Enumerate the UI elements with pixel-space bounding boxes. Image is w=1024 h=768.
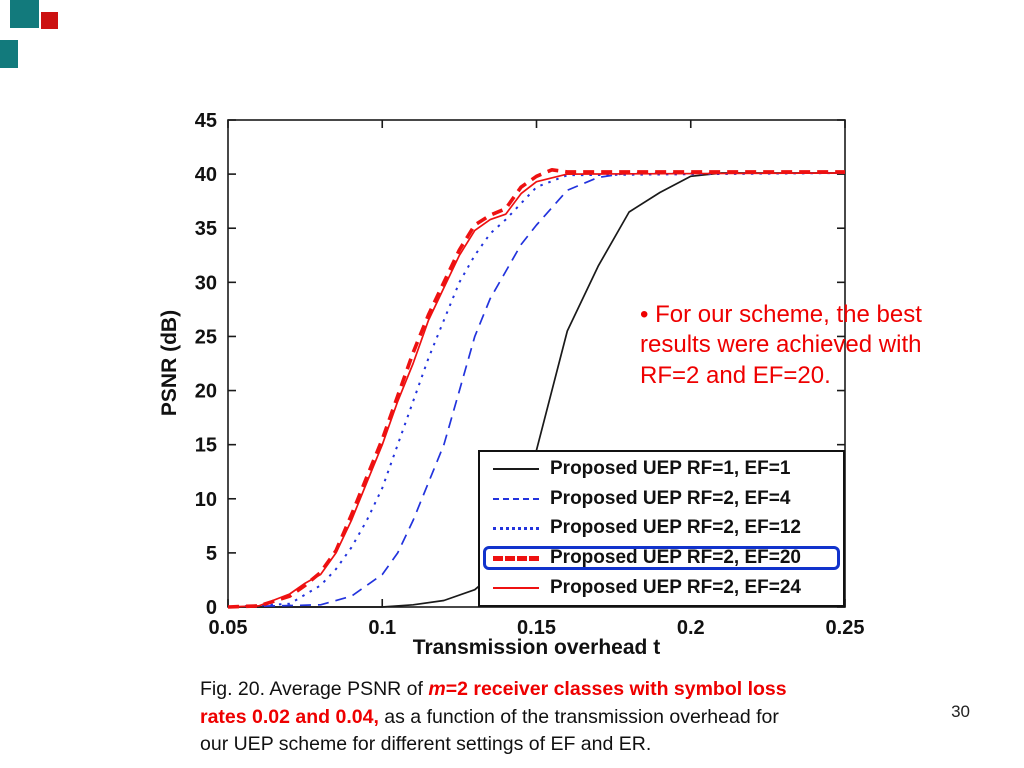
legend-label: Proposed UEP RF=2, EF=24 [550, 577, 801, 599]
legend-line-sample-red-solid [493, 587, 539, 590]
svg-text:0.1: 0.1 [368, 617, 396, 639]
legend-item-rf2-ef4: Proposed UEP RF=2, EF=4 [483, 487, 840, 511]
svg-text:0.05: 0.05 [209, 617, 248, 639]
figure-caption: Fig. 20. Average PSNR of m=2 receiver cl… [200, 676, 800, 759]
legend-item-rf2-ef20: Proposed UEP RF=2, EF=20 [483, 546, 840, 571]
decor-red-square [41, 12, 58, 29]
legend-label: Proposed UEP RF=2, EF=4 [550, 487, 791, 509]
page-number: 30 [951, 702, 970, 721]
svg-text:10: 10 [195, 489, 217, 511]
decor-teal-square-1 [10, 0, 39, 28]
svg-text:25: 25 [195, 326, 217, 348]
chart-series-4 [227, 172, 846, 608]
y-axis-label: PSNR (dB) [158, 309, 181, 417]
svg-text:45: 45 [195, 110, 217, 132]
svg-text:0: 0 [206, 597, 217, 619]
svg-text:0.2: 0.2 [677, 617, 705, 639]
svg-text:30: 30 [195, 272, 217, 294]
legend-label: Proposed UEP RF=2, EF=12 [550, 517, 801, 539]
legend-line-sample-blue-dotted [493, 526, 539, 530]
svg-text:0.15: 0.15 [517, 617, 556, 639]
svg-text:20: 20 [195, 381, 217, 403]
x-axis-label: Transmission overhead t [412, 636, 661, 659]
caption-highlight-m: m [428, 678, 446, 700]
svg-text:15: 15 [195, 435, 217, 457]
svg-text:0.25: 0.25 [826, 617, 865, 639]
caption-highlight: =2 receiver classes with symbol loss rat… [200, 678, 787, 728]
decor-teal-square-2 [0, 40, 18, 68]
legend-line-sample-red-dashed [493, 555, 539, 561]
legend-item-rf2-ef24: Proposed UEP RF=2, EF=24 [483, 576, 840, 600]
svg-text:5: 5 [206, 543, 217, 565]
svg-text:35: 35 [195, 218, 217, 240]
legend-label: Proposed UEP RF=2, EF=20 [550, 547, 801, 569]
svg-text:40: 40 [195, 164, 217, 186]
legend-line-sample-black-solid [493, 467, 539, 470]
legend-item-rf2-ef12: Proposed UEP RF=2, EF=12 [483, 516, 840, 540]
caption-suffix: as a function of the transmission overhe… [200, 705, 779, 756]
legend-line-sample-blue-dashed [493, 497, 539, 500]
chart-series-0 [228, 172, 845, 608]
chart-legend: Proposed UEP RF=1, EF=1 Proposed UEP RF=… [478, 450, 845, 607]
psnr-chart-svg: 0.05 0.1 0.15 0.2 0.25 0 5 10 15 20 25 30 35 40 45 [195, 110, 865, 639]
annotation-text: • For our scheme, the best results were … [640, 301, 922, 389]
chart-series-1 [227, 172, 845, 608]
chart-series-2 [227, 172, 846, 608]
caption-prefix: Fig. 20. Average PSNR of [200, 678, 429, 700]
legend-label: Proposed UEP RF=1, EF=1 [550, 457, 791, 479]
legend-item-rf1-ef1: Proposed UEP RF=1, EF=1 [483, 457, 840, 481]
